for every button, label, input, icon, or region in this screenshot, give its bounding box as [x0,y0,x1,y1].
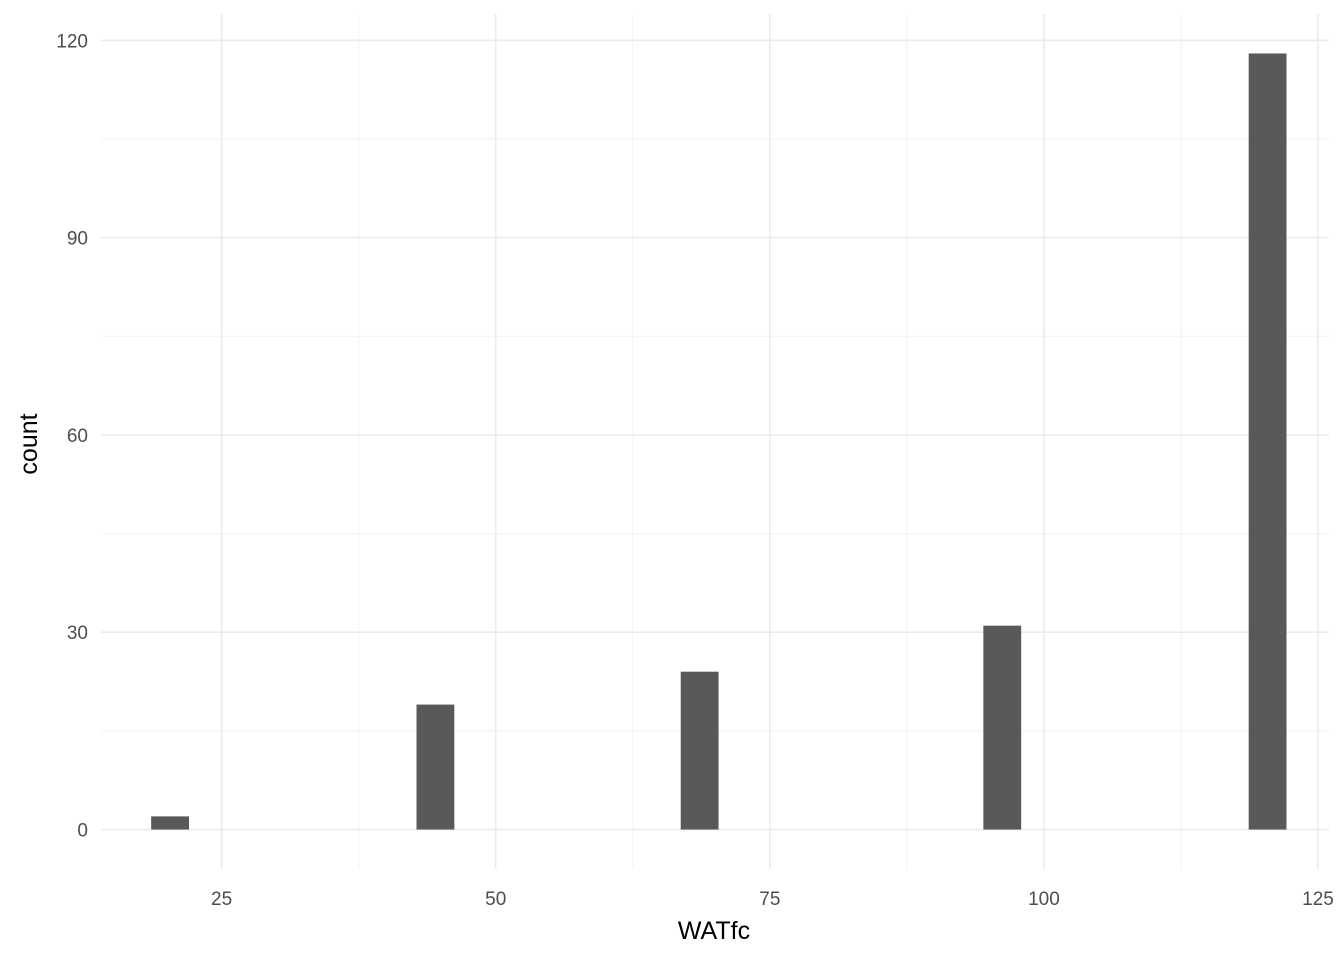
y-tick-label: 30 [67,623,88,644]
y-tick-label: 120 [56,31,88,52]
x-tick-label: 100 [1028,889,1060,910]
x-tick-labels: 25 50 75 100 125 [211,889,1334,910]
histogram-bar [983,625,1022,830]
histogram-bar [1248,53,1287,830]
y-tick-label: 60 [67,426,88,447]
x-axis-title: WATfc [678,917,750,945]
histogram-bar [680,671,719,830]
y-tick-label: 90 [67,229,88,250]
histogram-bar [151,816,189,830]
histogram-bar [416,704,455,830]
x-tick-label: 25 [211,889,232,910]
y-tick-label: 0 [77,821,88,842]
y-tick-labels: 0 30 60 90 120 [56,31,88,841]
bars-layer [151,53,1287,830]
x-tick-label: 75 [759,889,780,910]
x-tick-label: 125 [1302,889,1334,910]
y-axis-title: count [15,413,43,474]
x-tick-label: 50 [485,889,506,910]
